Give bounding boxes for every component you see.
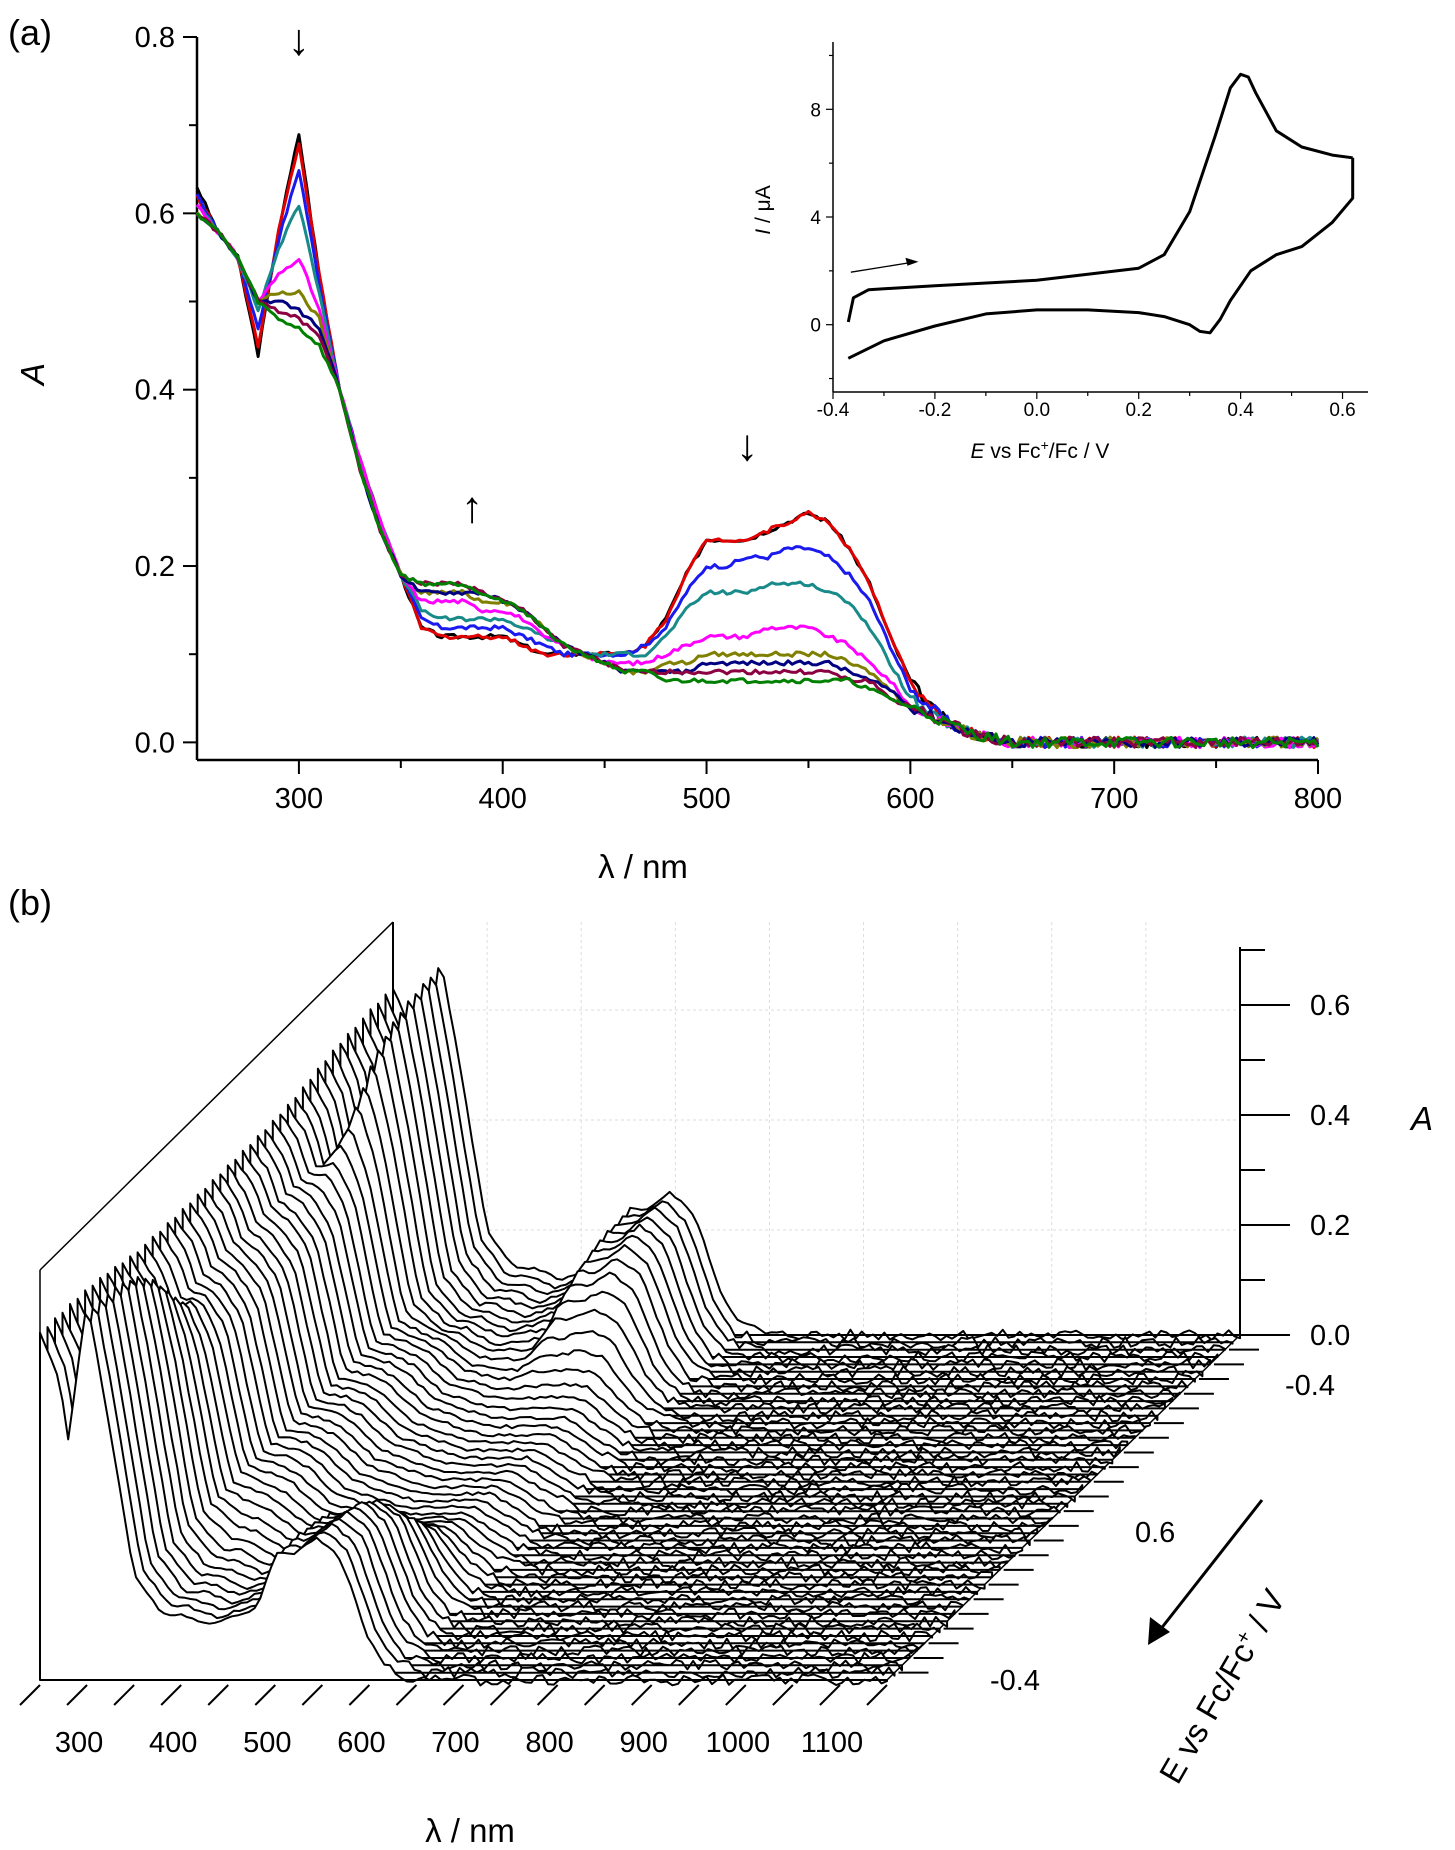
chart-a-x-tick-label: 300 [275,783,323,815]
inset-y-axis-title: I / μA [752,185,775,234]
chart-b-x-tick [819,1684,841,1706]
chart-b-x-tick [254,1684,276,1706]
chart-b-x-tick-label: 800 [525,1727,573,1759]
chart-a-series-line-s9 [195,212,1320,750]
panel-b-label: (b) [8,882,52,923]
chart-a-series-line-s8 [195,213,1320,749]
chart-a-y-tick-label: 0.2 [135,551,175,583]
chart-a-y-tick-label: 0.4 [135,375,175,407]
chart-b-x-tick [536,1684,559,1706]
chart-b-x-tick [631,1684,653,1706]
inset-cv-reverse [847,157,1355,360]
chart-b-x-tick-label: 600 [337,1727,385,1759]
chart-b-x-tick-label: 400 [149,1727,197,1759]
chart-b-y-tick-label: -0.4 [1285,1370,1335,1402]
chart-b-series [39,967,1241,1687]
inset-scan-arrow-head [905,257,919,266]
chart-a-y-axis-title: A [14,363,51,387]
chart-b-x-tick [583,1684,606,1706]
chart-b-x-tick [160,1684,182,1706]
chart-b-trace [39,1312,888,1687]
inset-cv-forward [846,72,1353,323]
chart-a-x-tick-label: 400 [479,783,527,815]
chart-b-x-tick [442,1684,465,1706]
chart-a-annotation-arrow: ↓ [736,421,758,470]
inset-x-title-post: /Fc / V [1049,440,1110,463]
chart-a-x-tick-label: 500 [682,783,730,815]
chart-b-z-tick-label: 0.4 [1310,1100,1350,1132]
inset-series [846,72,1355,360]
inset-x-tick-label: -0.4 [817,400,850,421]
chart-b-x-tick [725,1684,747,1706]
chart-a-axes: 300 400 500 600 700 800 0.0 0.2 0.4 0.6 0.8 [135,22,1343,815]
chart-b-top-edge [39,921,394,1271]
inset-y-tick-label: 4 [810,208,821,229]
chart-b-x-tick [772,1684,794,1706]
chart-b-x-tick-label: 300 [55,1727,103,1759]
chart-b-x-tick-label: 1100 [801,1727,863,1759]
chart-a-annotation-arrow: ↑ [461,483,483,532]
panel-a-label: (a) [8,12,52,53]
inset-scan-arrow-line [850,262,910,273]
chart-a-series [195,133,1320,750]
inset-x-tick-label: -0.2 [919,400,952,421]
chart-a-annotations: ↓ ↑ ↓ [288,16,758,532]
inset-x-tick-label: 0.2 [1126,400,1152,421]
chart-b-z-tick-label: 0.2 [1310,1210,1350,1242]
chart-b-x-tick [489,1684,512,1706]
inset-x-axis-title: E vs Fc+/Fc / V [971,437,1110,463]
chart-a-y-tick-label: 0.6 [135,198,175,230]
chart-b-x-tick [19,1684,41,1706]
inset-x-tick-label: 0.6 [1329,400,1355,421]
chart-b-z-tick-label: 0.6 [1310,990,1350,1022]
chart-a-series-line-s5 [195,203,1320,750]
inset-x-tick-label: 0.0 [1024,400,1050,421]
inset-y-title-unit: / μA [752,185,775,229]
inset-y-tick-label: 8 [810,100,821,121]
chart-b-axes: 0.0 0.2 0.4 0.6 300 400 500 600 700 800 900 1000 110… [19,947,1350,1759]
inset-y-title-current: I [752,229,775,235]
chart-a-y-tick-label: 0.8 [135,22,175,54]
inset-x-tick-label: 0.4 [1227,400,1254,421]
chart-b-x-tick-label: 500 [243,1727,291,1759]
chart-b-scan-arrow [1148,1499,1264,1645]
inset-x-title-sup: + [1041,437,1049,453]
chart-a-x-axis-title: λ / nm [598,848,688,885]
chart-b-x-tick [348,1684,371,1706]
chart-b-x-tick-label: 900 [620,1727,668,1759]
chart-a-annotation-arrow: ↓ [288,16,310,65]
chart-b-x-tick [207,1684,229,1706]
chart-a-x-tick-label: 700 [1090,783,1138,815]
chart-b-z-axis-title: A [1409,1100,1433,1137]
chart-b-x-tick [301,1684,324,1706]
inset-x-title-e: E [971,440,986,463]
chart-b-y-tick-label: 0.6 [1135,1517,1175,1549]
chart-b-z-tick-label: 0.0 [1310,1320,1350,1352]
chart-b-x-tick [678,1684,700,1706]
inset-axes: -0.4 -0.2 0.0 0.2 0.4 0.6 0 4 8 [810,42,1368,421]
chart-b-x-tick [395,1684,418,1706]
chart-b-x-tick [866,1684,888,1706]
chart-a-x-tick-label: 600 [886,783,934,815]
inset-y-tick-label: 0 [810,316,821,337]
chart-b-x-tick [113,1684,135,1706]
inset-x-title-mid: vs Fc [985,440,1041,463]
chart-a-y-tick-label: 0.0 [135,727,175,759]
chart-b-x-tick-label: 1000 [706,1727,771,1759]
chart-a-x-tick-label: 800 [1294,783,1342,815]
inset-annotations [850,257,919,273]
chart-b-x-axis-title: λ / nm [425,1812,515,1849]
chart-b-x-tick-label: 700 [431,1727,479,1759]
chart-b-x-tick [66,1684,88,1706]
chart-b-y-title-main: E vs Fc/Fc [1152,1636,1262,1789]
chart-b-y-tick-label: -0.4 [990,1665,1040,1697]
